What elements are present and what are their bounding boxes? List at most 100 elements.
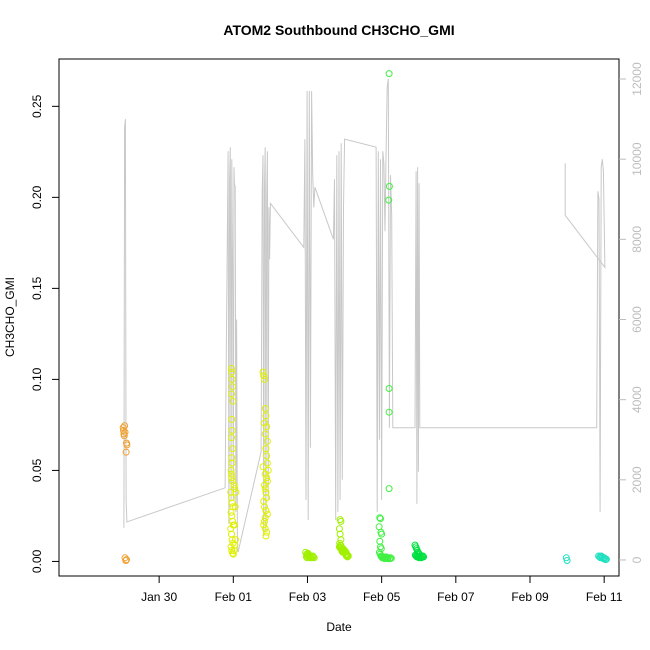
data-point (262, 532, 270, 540)
data-point (232, 536, 239, 544)
data-point (261, 405, 269, 412)
altitude-line (123, 78, 606, 553)
data-point (229, 550, 237, 558)
data-point (263, 459, 271, 467)
altitude-trace (123, 78, 606, 553)
data-point (227, 466, 235, 474)
data-point (228, 459, 236, 467)
data-point (376, 514, 384, 522)
data-point (385, 70, 393, 78)
data-point (230, 547, 238, 554)
y-tick-label: 0.10 (30, 367, 44, 391)
data-point (378, 530, 386, 538)
data-point (228, 375, 236, 383)
data-point (228, 434, 235, 442)
y-tick-label: 0.00 (30, 549, 44, 573)
x-tick-label: Feb 01 (215, 590, 253, 604)
data-point (261, 375, 268, 383)
data-point (385, 385, 393, 392)
data-point (262, 412, 270, 420)
y2-tick-label: 8000 (630, 226, 644, 253)
x-axis: Jan 30 Feb 01 Feb 03 Feb 05 Feb 07 Feb 09 Feb … (141, 576, 623, 604)
data-point (261, 485, 269, 493)
data-point (261, 503, 268, 511)
data-point (261, 514, 269, 522)
data-point (123, 556, 130, 564)
data-point (120, 426, 127, 434)
data-point (304, 549, 312, 557)
data-point (385, 408, 393, 416)
data-point (261, 430, 269, 438)
data-point (387, 554, 395, 562)
data-point (263, 452, 271, 460)
data-point (231, 503, 239, 511)
y2-axis: 0 2000 4000 6000 8000 10000 12000 (619, 62, 644, 563)
data-point (261, 481, 268, 489)
data-point (335, 525, 343, 533)
data-point (261, 419, 268, 427)
data-point (228, 368, 236, 376)
data-point (228, 454, 236, 462)
data-point (261, 517, 268, 525)
data-point (385, 196, 393, 204)
y-axis-label: CH3CHO_GMI (3, 277, 17, 357)
y2-tick-label: 6000 (630, 306, 644, 333)
data-point (420, 553, 428, 561)
x-tick-label: Feb 11 (586, 590, 623, 604)
data-point (229, 517, 237, 525)
data-point (228, 474, 236, 482)
y-tick-label: 0.20 (30, 185, 44, 209)
data-point (414, 553, 422, 561)
y-tick-label: 0.15 (30, 276, 44, 300)
data-point (263, 437, 271, 445)
x-axis-label: Date (326, 620, 352, 634)
data-point (227, 508, 235, 516)
x-tick-label: Feb 05 (363, 590, 401, 604)
y2-tick-label: 0 (630, 556, 644, 563)
x-tick-label: Feb 03 (289, 590, 327, 604)
plot-frame (58, 58, 620, 577)
data-points (119, 70, 610, 564)
data-point (602, 555, 610, 563)
data-point (260, 372, 268, 380)
data-point (261, 525, 269, 533)
data-point (338, 547, 346, 555)
data-point (227, 525, 235, 533)
data-point (337, 517, 345, 525)
data-point (310, 554, 318, 562)
y-tick-label: 0.05 (30, 458, 44, 482)
data-point (305, 550, 313, 558)
data-point (229, 397, 237, 405)
y2-tick-label: 10000 (630, 142, 644, 176)
data-point (263, 510, 271, 518)
data-point (228, 390, 235, 398)
chart-title: ATOM2 Southbound CH3CHO_GMI (223, 22, 454, 38)
data-point (228, 470, 235, 478)
data-point (230, 521, 238, 529)
data-point (263, 423, 271, 431)
data-point (229, 383, 237, 391)
data-point (303, 554, 311, 562)
data-point (263, 474, 271, 482)
data-point (262, 488, 270, 496)
data-point (262, 507, 270, 514)
data-point (228, 365, 235, 372)
data-point (563, 557, 571, 564)
data-point (228, 536, 236, 544)
y-tick-label: 0.25 (30, 94, 44, 118)
data-point (419, 552, 427, 560)
data-point (263, 528, 271, 536)
data-point (260, 497, 268, 505)
data-point (228, 426, 236, 434)
data-point (229, 477, 237, 485)
data-point (377, 515, 384, 523)
data-point (259, 463, 267, 471)
data-point (259, 368, 267, 376)
data-point (121, 428, 129, 436)
data-point (231, 485, 239, 493)
data-point (228, 415, 236, 423)
x-tick-label: Feb 09 (511, 590, 549, 604)
data-point (120, 432, 128, 440)
y2-tick-label: 12000 (630, 62, 644, 96)
